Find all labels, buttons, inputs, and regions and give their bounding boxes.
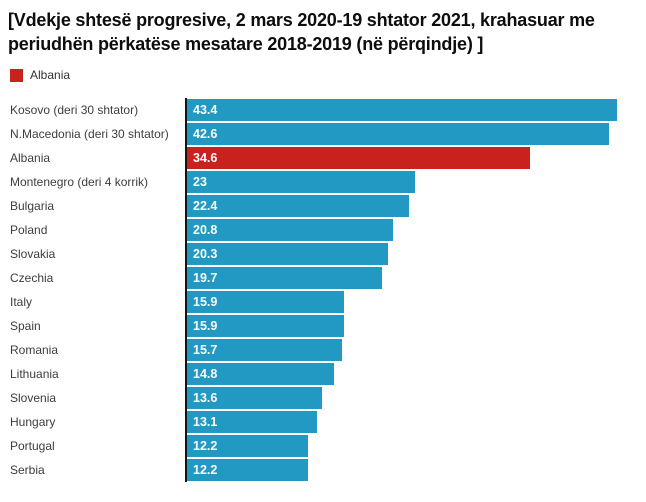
category-label: Slovakia	[10, 247, 56, 261]
chart-row: Montenegro (deri 4 korrik) 23	[0, 170, 646, 194]
bar-area: 20.8	[185, 218, 646, 242]
category-label: Serbia	[10, 463, 45, 477]
bar-chart: Kosovo (deri 30 shtator) 43.4 N.Macedonia …	[0, 98, 646, 482]
bar-area: 19.7	[185, 266, 646, 290]
value-label: 42.6	[193, 127, 218, 141]
chart-row: Lithuania 14.8	[0, 362, 646, 386]
value-label: 34.6	[193, 151, 218, 165]
value-label: 14.8	[193, 367, 218, 381]
category-label: Slovenia	[10, 391, 57, 405]
category-label: Montenegro (deri 4 korrik)	[10, 175, 149, 189]
value-label: 15.9	[193, 319, 218, 333]
category-label: Hungary	[10, 415, 56, 429]
chart-row: Portugal 12.2	[0, 434, 646, 458]
bar-area: 13.1	[185, 410, 646, 434]
chart-row: N.Macedonia (deri 30 shtator) 42.6	[0, 122, 646, 146]
value-label: 13.6	[193, 391, 218, 405]
category-label: Portugal	[10, 439, 55, 453]
chart-row: Slovakia 20.3	[0, 242, 646, 266]
bar-area: 13.6	[185, 386, 646, 410]
bar-area: 23	[185, 170, 646, 194]
bar: 15.7	[187, 339, 343, 361]
value-label: 15.7	[193, 343, 218, 357]
value-label: 19.7	[193, 271, 218, 285]
bar-area: 43.4	[185, 98, 646, 122]
bar-area: 12.2	[185, 434, 646, 458]
category-label: Spain	[10, 319, 41, 333]
chart-row: Albania 34.6	[0, 146, 646, 170]
legend-label: Albania	[30, 68, 71, 82]
bar-area: 20.3	[185, 242, 646, 266]
bar: 23	[187, 171, 415, 193]
bar: 13.6	[187, 387, 322, 409]
chart-rows: Kosovo (deri 30 shtator) 43.4 N.Macedonia …	[0, 98, 646, 482]
category-label: Albania	[10, 151, 51, 165]
bar-area: 15.7	[185, 338, 646, 362]
value-label: 23	[193, 175, 207, 189]
bar: 20.8	[187, 219, 393, 241]
bar: 12.2	[187, 459, 308, 481]
chart-row: Slovenia 13.6	[0, 386, 646, 410]
chart-row: Romania 15.7	[0, 338, 646, 362]
category-label: Czechia	[10, 271, 54, 285]
bar-highlighted: 34.6	[187, 147, 530, 169]
bar: 15.9	[187, 315, 345, 337]
legend-swatch-albania	[10, 68, 23, 82]
category-label: N.Macedonia (deri 30 shtator)	[10, 127, 169, 141]
chart-row: Bulgaria 22.4	[0, 194, 646, 218]
value-label: 43.4	[193, 103, 218, 117]
chart-row: Spain 15.9	[0, 314, 646, 338]
value-label: 12.2	[193, 439, 218, 453]
value-label: 20.8	[193, 223, 218, 237]
chart-row: Poland 20.8	[0, 218, 646, 242]
value-label: 13.1	[193, 415, 218, 429]
chart-row: Czechia 19.7	[0, 266, 646, 290]
bar: 19.7	[187, 267, 383, 289]
category-label: Poland	[10, 223, 48, 237]
value-label: 15.9	[193, 295, 218, 309]
bar-area: 15.9	[185, 314, 646, 338]
bar-area: 12.2	[185, 458, 646, 482]
bar-area: 34.6	[185, 146, 646, 170]
bar: 43.4	[187, 99, 617, 121]
bar: 13.1	[187, 411, 317, 433]
category-label: Romania	[10, 343, 59, 357]
value-label: 20.3	[193, 247, 218, 261]
bar: 20.3	[187, 243, 388, 265]
value-label: 22.4	[193, 199, 218, 213]
chart-title: [Vdekje shtesë progresive, 2 mars 2020-1…	[8, 10, 595, 54]
bar: 15.9	[187, 291, 345, 313]
bar-area: 22.4	[185, 194, 646, 218]
bar: 12.2	[187, 435, 308, 457]
category-label: Lithuania	[10, 367, 59, 381]
chart-row: Kosovo (deri 30 shtator) 43.4	[0, 98, 646, 122]
bar-area: 42.6	[185, 122, 646, 146]
chart-row: Italy 15.9	[0, 290, 646, 314]
bar: 42.6	[187, 123, 609, 145]
legend: Albania	[10, 68, 646, 82]
bar-area: 15.9	[185, 290, 646, 314]
bar: 14.8	[187, 363, 334, 385]
category-label: Italy	[10, 295, 33, 309]
value-label: 12.2	[193, 463, 218, 477]
chart-row: Serbia 12.2	[0, 458, 646, 482]
chart-row: Hungary 13.1	[0, 410, 646, 434]
bar-area: 14.8	[185, 362, 646, 386]
category-label: Kosovo (deri 30 shtator)	[10, 103, 139, 117]
category-label: Bulgaria	[10, 199, 55, 213]
bar: 22.4	[187, 195, 409, 217]
